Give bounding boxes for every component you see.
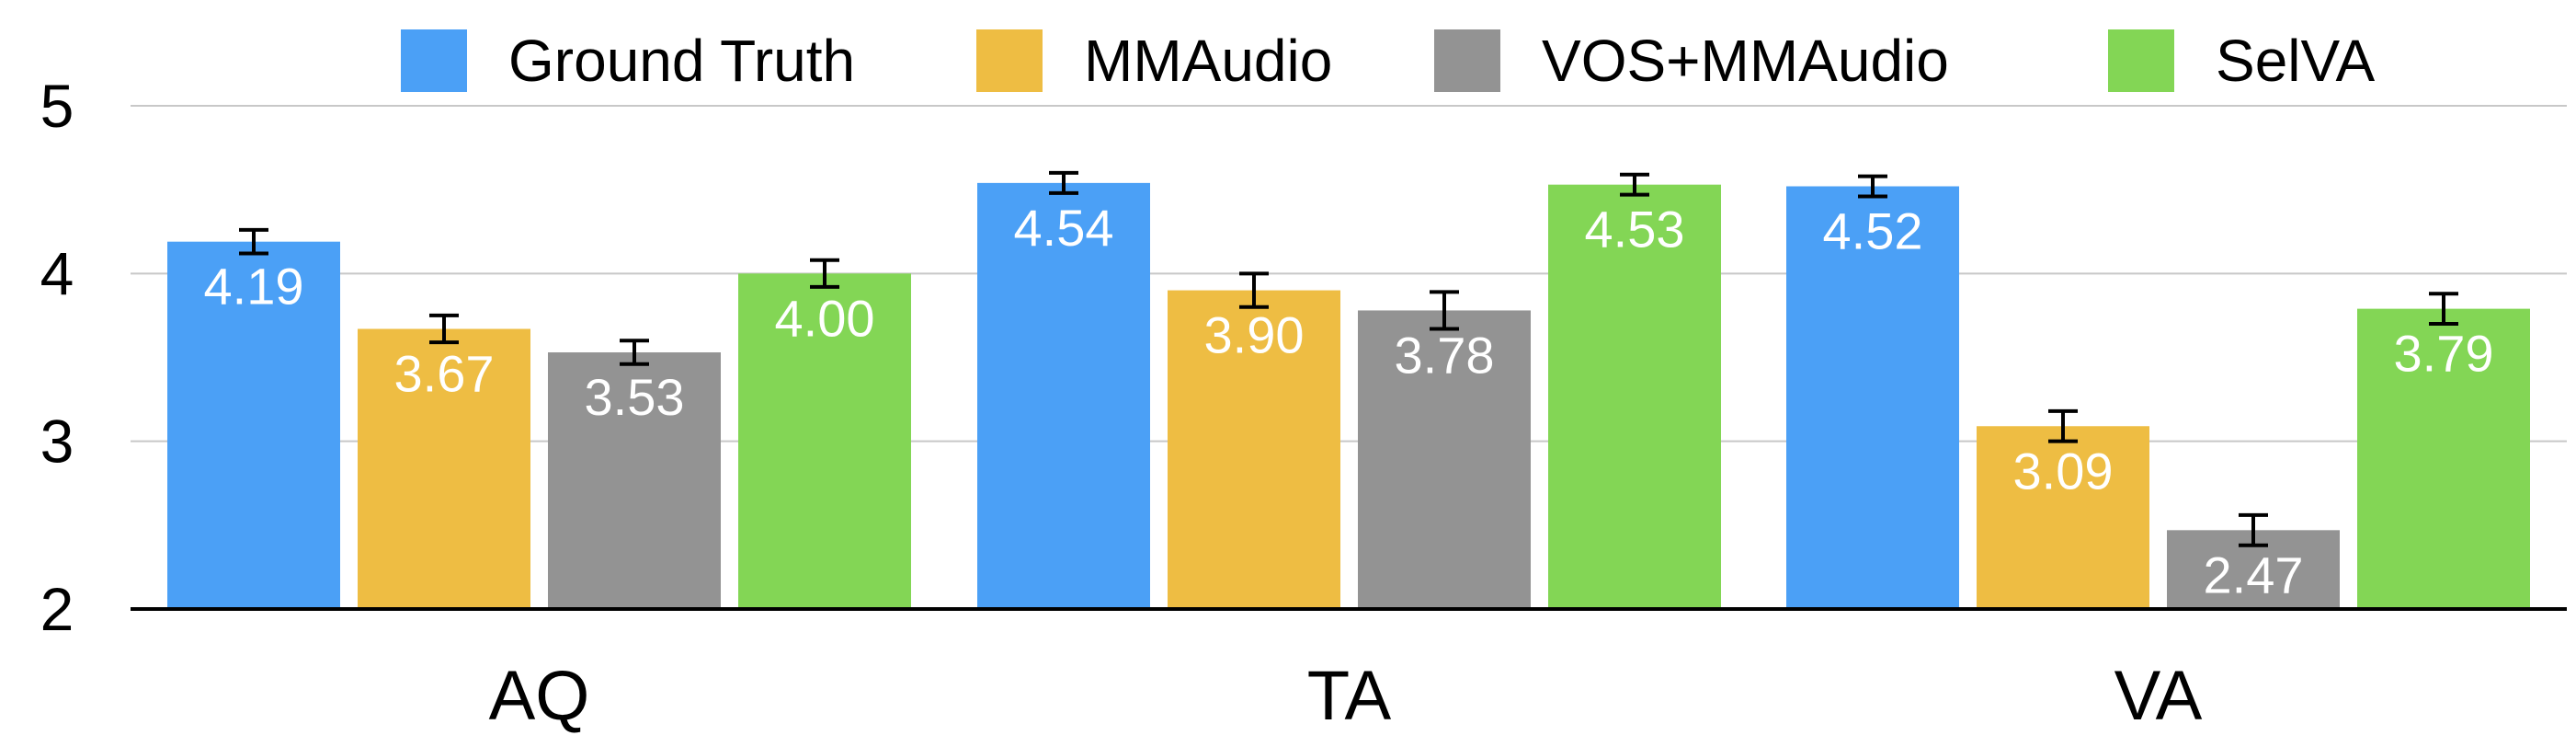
x-axis-categories: AQ TA VA	[489, 657, 2203, 735]
bar-value-label: 3.09	[2013, 442, 2114, 500]
bar-aq-1	[358, 328, 530, 609]
error-bars	[239, 170, 2458, 547]
gridlines	[131, 105, 2567, 442]
x-category-label: VA	[2114, 657, 2203, 735]
bar-value-label: 3.78	[1395, 326, 1495, 384]
legend-swatch	[976, 29, 1043, 92]
bar-ta-3	[1548, 184, 1721, 610]
legend-swatch	[401, 29, 467, 92]
bar-value-label: 2.47	[2204, 546, 2304, 603]
bar-value-label: 3.67	[394, 345, 495, 403]
y-tick-label: 4	[40, 239, 74, 307]
bars	[167, 182, 2530, 610]
bar-value-label: 3.90	[1204, 306, 1305, 364]
y-tick-label: 2	[40, 575, 74, 643]
bar-value-label: 4.52	[1823, 202, 1923, 260]
bar-value-label: 4.19	[204, 258, 304, 316]
bar-ta-1	[1168, 290, 1340, 609]
legend-label: Ground Truth	[508, 28, 855, 94]
bar-va-3	[2357, 308, 2530, 609]
y-tick-label: 5	[40, 72, 74, 140]
bar-aq-2	[548, 352, 721, 609]
y-tick-label: 3	[40, 408, 74, 476]
bar-va-1	[1977, 426, 2149, 609]
bar-value-label: 3.79	[2394, 325, 2494, 383]
legend-swatch	[1434, 29, 1500, 92]
legend: Ground Truth MMAudio VOS+MMAudio SelVA	[401, 28, 2375, 94]
bar-ta-2	[1358, 310, 1531, 609]
bar-ta-0	[977, 182, 1150, 609]
legend-label: VOS+MMAudio	[1542, 28, 1949, 94]
x-category-label: TA	[1307, 657, 1392, 735]
y-axis-ticks: 2 3 4 5	[40, 72, 74, 643]
bar-va-0	[1786, 186, 1959, 609]
bar-value-label: 4.00	[775, 289, 875, 347]
bar-value-label: 3.53	[585, 368, 685, 426]
legend-label: MMAudio	[1084, 28, 1332, 94]
bar-value-label: 4.54	[1014, 199, 1114, 257]
legend-swatch	[2108, 29, 2174, 92]
x-category-label: AQ	[489, 657, 590, 735]
legend-label: SelVA	[2216, 28, 2375, 94]
value-labels: 4.19 3.67 3.53 4.00 4.54 3.90 3.78 4.53 4.52 3.09…	[204, 199, 2494, 603]
bar-aq-3	[738, 273, 911, 609]
bar-value-label: 4.53	[1585, 201, 1685, 259]
bar-aq-0	[167, 241, 340, 609]
